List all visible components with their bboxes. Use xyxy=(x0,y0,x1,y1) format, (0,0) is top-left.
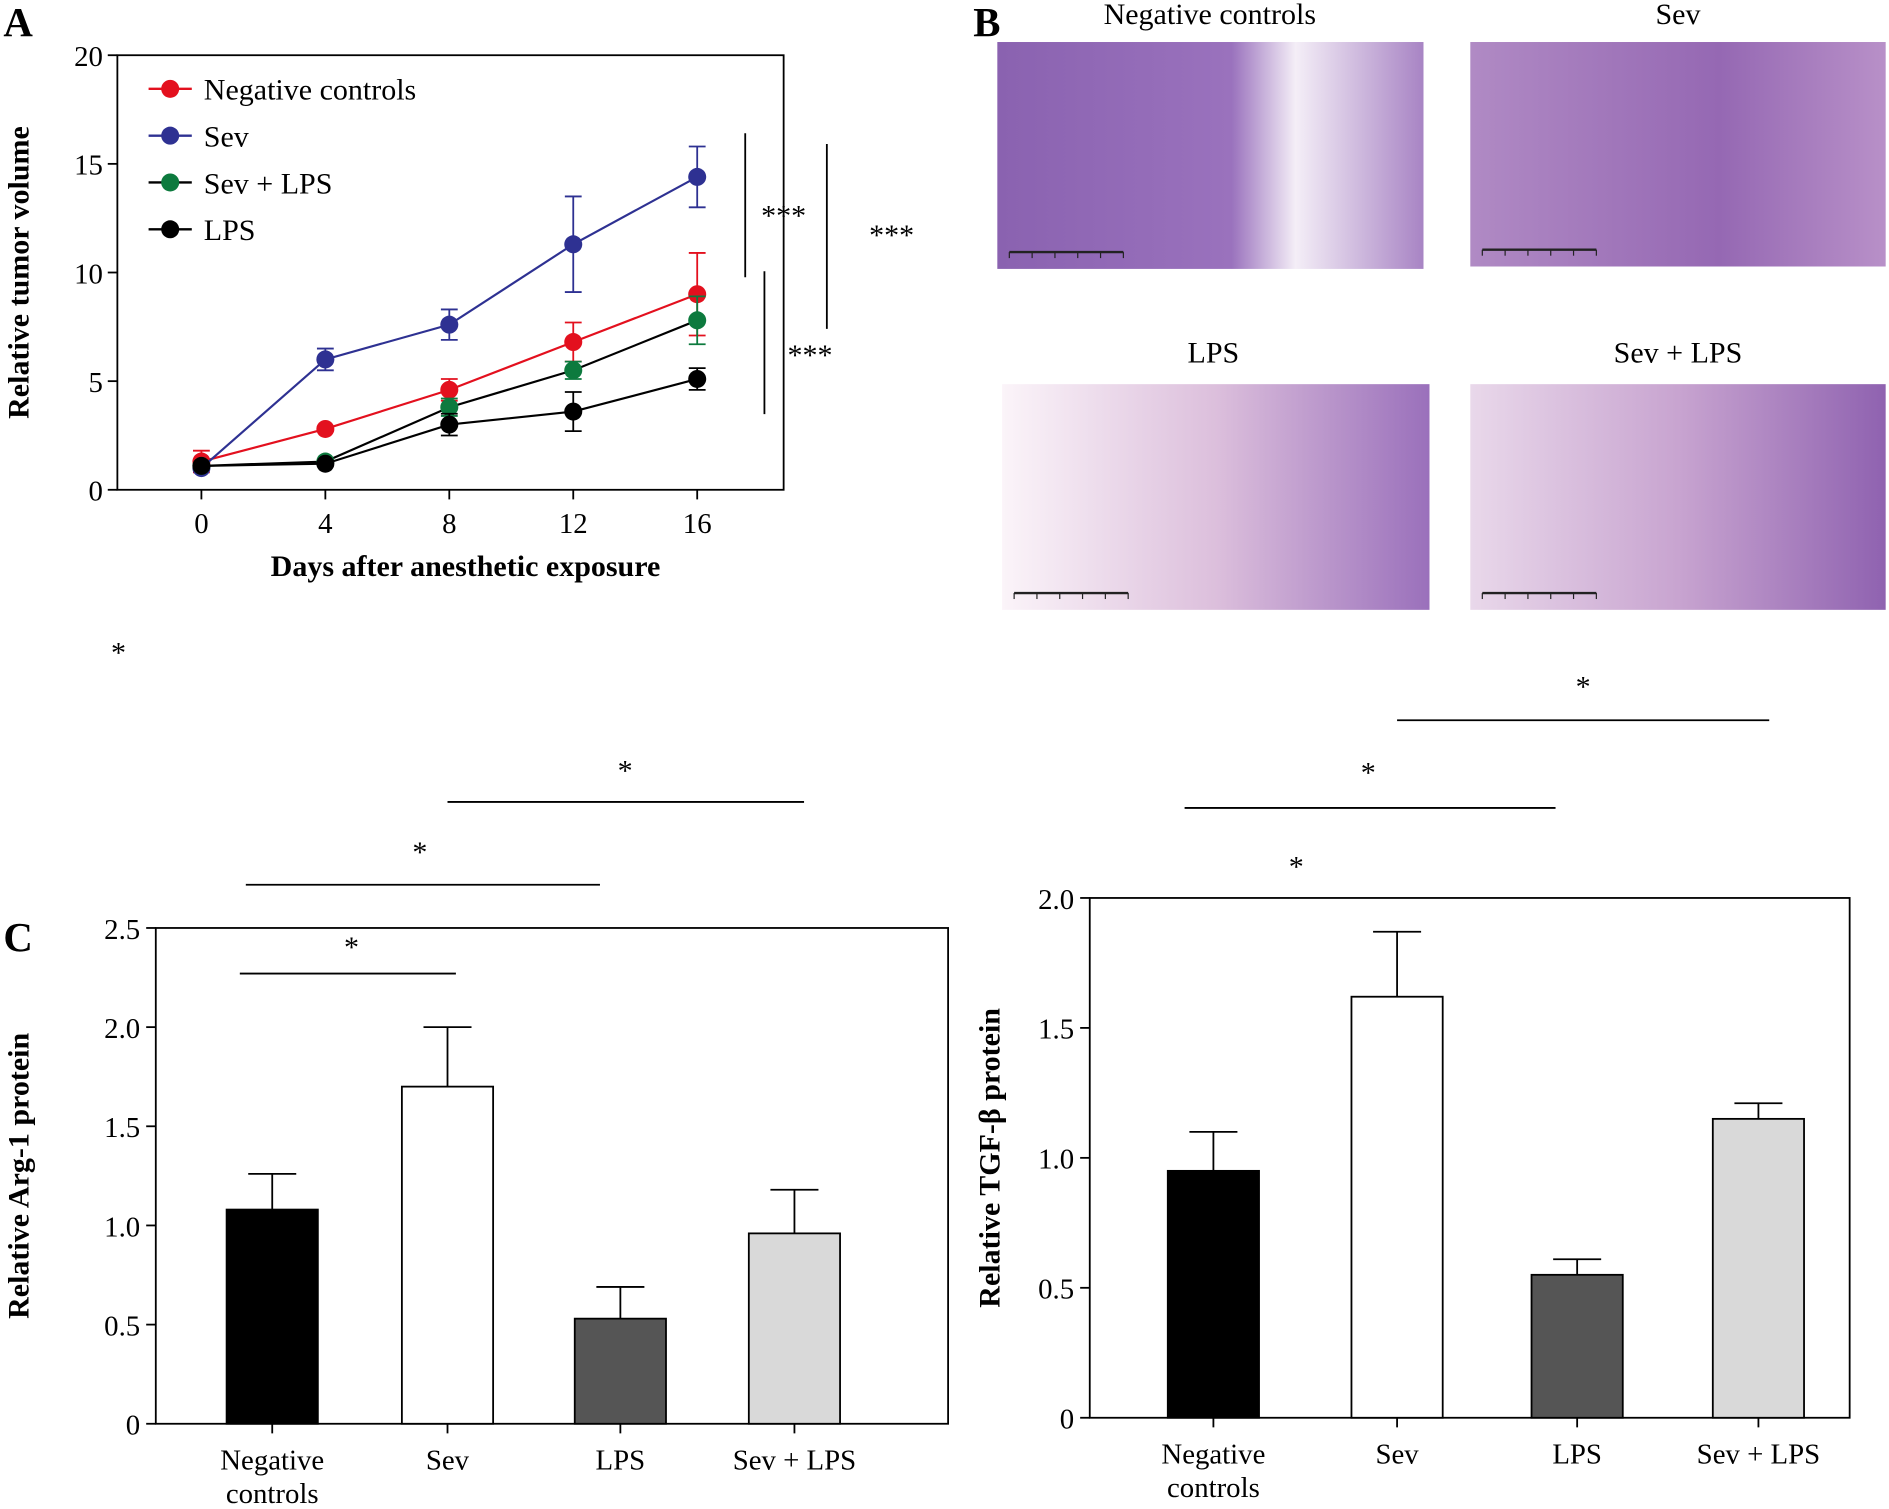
bar xyxy=(400,1085,495,1425)
data-point xyxy=(564,361,583,380)
significance-label: * xyxy=(412,836,427,869)
data-point xyxy=(564,235,583,254)
series-lps xyxy=(192,367,707,475)
y-axis-label: Relative tumor volume xyxy=(3,126,36,419)
x-tick-label: Sev xyxy=(1375,1438,1419,1470)
x-tick-label: Negative xyxy=(1161,1438,1265,1470)
bar xyxy=(225,1208,319,1425)
y-axis-label: Relative TGF-β protein xyxy=(974,1008,1007,1308)
y-tick-label: 20 xyxy=(74,41,103,73)
series-negative-controls xyxy=(192,252,707,474)
data-point xyxy=(316,454,335,473)
tgfb-bar-chart: 0 0.5 1.0 1.5 2.0 Relative TGF-β protein Negat… xyxy=(974,670,1851,1504)
y-tick-label: 1.5 xyxy=(1038,1014,1074,1046)
histology-image xyxy=(1470,42,1886,267)
plot-frame xyxy=(1088,897,1851,1419)
legend-marker xyxy=(161,79,180,98)
bar xyxy=(1530,1273,1624,1419)
y-tick-label: 10 xyxy=(74,258,103,290)
data-point xyxy=(440,315,459,334)
x-tick-label: LPS xyxy=(1552,1438,1602,1470)
x-tick-label: controls xyxy=(226,1478,319,1509)
y-tick-label: 15 xyxy=(74,150,103,182)
significance-label: *** xyxy=(869,219,914,252)
x-tick-label: 0 xyxy=(194,508,208,540)
x-tick-label: Sev xyxy=(426,1444,470,1476)
plot-frame xyxy=(154,927,950,1425)
y-tick-label: 0 xyxy=(1060,1404,1074,1436)
significance-label: *** xyxy=(761,200,806,233)
bar xyxy=(573,1317,667,1425)
x-tick-label: 4 xyxy=(318,508,332,540)
tumor-volume-line-chart: 0 5 10 15 20 0 4 8 12 16 Days after anesthetic exp… xyxy=(3,41,915,583)
y-tick-label: 5 xyxy=(89,367,103,399)
data-point xyxy=(688,285,707,304)
legend-marker xyxy=(161,173,180,192)
data-point xyxy=(688,311,707,330)
significance-label: * xyxy=(344,931,359,964)
y-tick-label: 1.0 xyxy=(1038,1144,1074,1176)
x-tick-label: controls xyxy=(1167,1472,1260,1504)
y-tick-label: 2.0 xyxy=(104,1013,140,1045)
legend-marker xyxy=(161,220,180,239)
image-caption: Negative controls xyxy=(1104,0,1316,31)
data-point xyxy=(688,369,707,388)
significance-label: * xyxy=(618,754,633,787)
bar xyxy=(1350,995,1444,1419)
data-point xyxy=(564,333,583,352)
arg1-bar-chart: 0 0.5 1.0 1.5 2.0 2.5 Relative Arg-1 protein Ne… xyxy=(3,637,950,1509)
data-point xyxy=(440,415,459,434)
x-tick-label: 16 xyxy=(683,508,712,540)
x-tick-label: 12 xyxy=(559,508,588,540)
y-tick-label: 2.0 xyxy=(1038,884,1074,916)
panel-label-b: B xyxy=(973,0,1000,45)
bar xyxy=(1166,1169,1260,1419)
image-caption: Sev + LPS xyxy=(1614,337,1743,370)
image-caption: Sev xyxy=(1655,0,1700,31)
x-tick-label: LPS xyxy=(596,1444,646,1476)
x-tick-label: Negative xyxy=(220,1444,324,1476)
legend-label: Sev xyxy=(204,120,249,153)
series-sev xyxy=(192,145,707,478)
data-point xyxy=(440,398,459,417)
y-tick-label: 0 xyxy=(126,1410,140,1442)
histology-image xyxy=(1002,384,1430,610)
data-point xyxy=(192,456,211,475)
x-tick-label: Sev + LPS xyxy=(733,1444,856,1476)
y-axis-label: Relative Arg-1 protein xyxy=(3,1033,36,1319)
significance-label: *** xyxy=(788,339,833,372)
legend-label: Negative controls xyxy=(204,74,416,107)
panel-label-c: C xyxy=(3,915,32,960)
data-point xyxy=(440,380,459,399)
image-caption: LPS xyxy=(1188,337,1240,370)
x-tick-label: Sev + LPS xyxy=(1697,1438,1820,1470)
y-tick-label: 0.5 xyxy=(1038,1274,1074,1306)
significance-label: * xyxy=(111,637,126,670)
legend-marker xyxy=(161,126,180,145)
data-point xyxy=(316,350,335,369)
y-tick-label: 1.5 xyxy=(104,1112,140,1144)
x-axis-label: Days after anesthetic exposure xyxy=(271,550,661,583)
y-tick-label: 0.5 xyxy=(104,1310,140,1342)
panel-label-a: A xyxy=(3,0,33,45)
y-tick-label: 1.0 xyxy=(104,1211,140,1243)
bar xyxy=(747,1232,841,1425)
histology-image xyxy=(997,42,1424,269)
histology-image xyxy=(1470,384,1886,610)
significance-label: * xyxy=(1361,757,1376,790)
histology-panel: Negative controls Sev LPS Sev + LPS xyxy=(997,0,1886,610)
significance-label: * xyxy=(1289,850,1304,883)
data-point xyxy=(688,167,707,186)
legend-label: LPS xyxy=(204,214,256,247)
significance-label: * xyxy=(1576,670,1591,703)
legend-label: Sev + LPS xyxy=(204,167,333,200)
x-tick-label: 8 xyxy=(442,508,456,540)
bar xyxy=(1711,1117,1805,1419)
data-point xyxy=(316,419,335,438)
y-tick-label: 0 xyxy=(89,476,103,508)
data-point xyxy=(564,402,583,421)
y-tick-label: 2.5 xyxy=(104,914,140,946)
